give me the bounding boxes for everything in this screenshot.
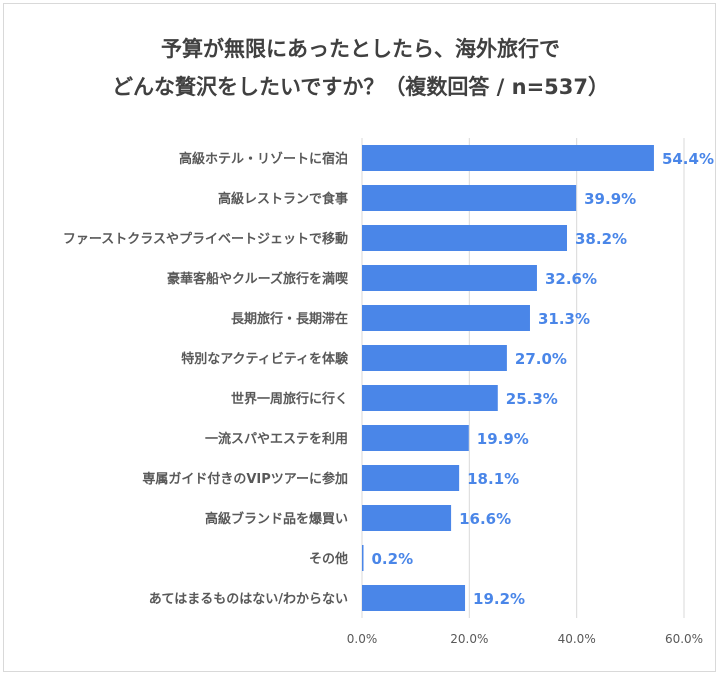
category-label: 特別なアクティビティを体験 [181,351,349,367]
category-label: ファーストクラスやプライベートジェットで移動 [63,231,348,247]
data-label: 19.9% [477,430,529,448]
chart-title-line2: どんな贅沢をしたいですか？（複数回答 / n=537） [111,75,610,99]
label-layer: 高級ホテル・リゾートに宿泊 54.4% 高級レストランで食事 39.9% ファーストクラ… [63,150,714,608]
category-label: 豪華客船やクルーズ旅行を満喫 [167,271,349,287]
data-label: 31.3% [538,310,590,328]
bar [362,425,469,451]
grid-layer [361,138,685,618]
data-label: 0.2% [372,550,414,568]
x-tick-label: 20.0% [450,632,488,646]
x-tick-label: 0.0% [347,632,378,646]
bar [362,185,577,211]
category-label: 世界一周旅行に行く [231,391,348,407]
bar [362,545,364,571]
chart-title-line1: 予算が無限にあったとしたら、海外旅行で [161,37,560,61]
bar [362,385,498,411]
bar [362,265,537,291]
tick-layer: 0.0% 20.0% 40.0% 60.0% [347,632,703,646]
bar [362,465,460,491]
category-label: 高級ブランド品を爆買い [205,511,348,527]
bar [362,305,530,331]
data-label: 54.4% [662,150,714,168]
category-label: 高級レストランで食事 [218,191,348,207]
data-label: 18.1% [467,470,519,488]
data-label: 27.0% [515,350,567,368]
data-label: 39.9% [584,190,636,208]
bar [362,505,452,531]
bar [362,345,507,371]
category-label: あてはまるものはない/わからない [149,592,348,607]
bar [362,145,654,171]
category-label: 一流スパやエステを利用 [205,431,348,447]
category-label: 高級ホテル・リゾートに宿泊 [179,151,348,167]
x-tick-label: 60.0% [665,632,703,646]
bar [362,225,568,251]
data-label: 32.6% [545,270,597,288]
data-label: 25.3% [506,390,558,408]
category-label: 専属ガイド付きのVIPツアーに参加 [142,471,348,487]
category-label: 長期旅行・長期滞在 [231,311,348,327]
bar [362,585,466,611]
chart-title: 予算が無限にあったとしたら、海外旅行で どんな贅沢をしたいですか？（複数回答 /… [0,30,721,106]
x-tick-label: 40.0% [558,632,596,646]
data-label: 38.2% [575,230,627,248]
category-label: その他 [309,551,348,567]
data-label: 16.6% [459,510,511,528]
data-label: 19.2% [473,590,525,608]
bar-layer [362,145,654,611]
chart-frame [3,3,716,672]
